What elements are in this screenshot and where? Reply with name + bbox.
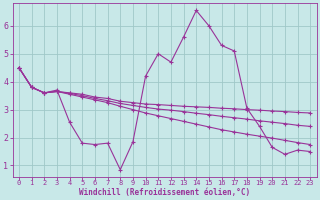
X-axis label: Windchill (Refroidissement éolien,°C): Windchill (Refroidissement éolien,°C) [79,188,250,197]
